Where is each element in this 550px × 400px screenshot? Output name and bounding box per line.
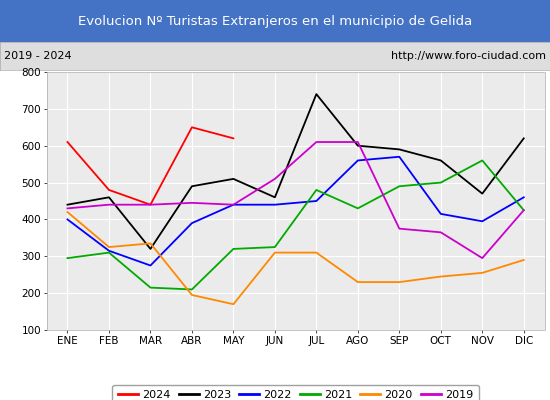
- Legend: 2024, 2023, 2022, 2021, 2020, 2019: 2024, 2023, 2022, 2021, 2020, 2019: [112, 385, 479, 400]
- Text: 2019 - 2024: 2019 - 2024: [4, 51, 72, 61]
- Text: http://www.foro-ciudad.com: http://www.foro-ciudad.com: [390, 51, 546, 61]
- Text: Evolucion Nº Turistas Extranjeros en el municipio de Gelida: Evolucion Nº Turistas Extranjeros en el …: [78, 14, 472, 28]
